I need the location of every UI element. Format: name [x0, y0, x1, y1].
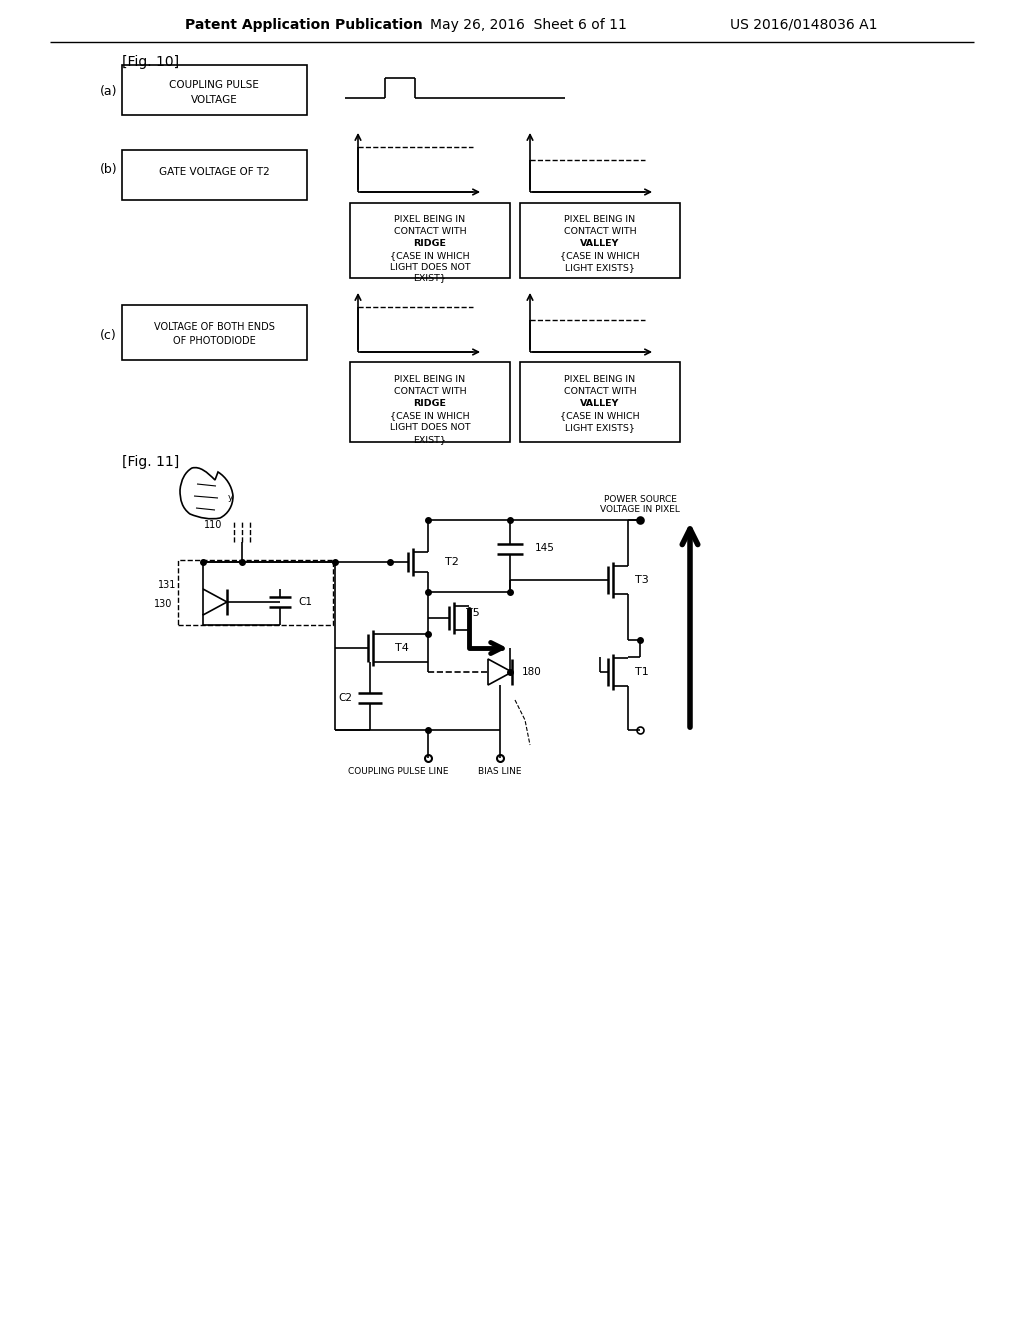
Text: PIXEL BEING IN: PIXEL BEING IN: [394, 375, 466, 384]
Text: VALLEY: VALLEY: [581, 239, 620, 248]
Text: {CASE IN WHICH: {CASE IN WHICH: [560, 252, 640, 260]
Text: T1: T1: [635, 667, 649, 677]
Text: T2: T2: [445, 557, 459, 568]
Text: [Fig. 10]: [Fig. 10]: [122, 55, 179, 69]
Text: VOLTAGE: VOLTAGE: [190, 95, 238, 106]
Text: {CASE IN WHICH: {CASE IN WHICH: [390, 252, 470, 260]
Text: C2: C2: [338, 693, 352, 704]
Text: T5: T5: [466, 609, 480, 618]
Text: 131: 131: [158, 579, 176, 590]
Text: OF PHOTODIODE: OF PHOTODIODE: [173, 337, 255, 346]
Text: LIGHT DOES NOT: LIGHT DOES NOT: [390, 264, 470, 272]
Text: 145: 145: [535, 543, 555, 553]
Text: C1: C1: [298, 597, 312, 607]
Text: PIXEL BEING IN: PIXEL BEING IN: [564, 375, 636, 384]
Bar: [350, 203, 510, 279]
Text: VOLTAGE IN PIXEL: VOLTAGE IN PIXEL: [600, 506, 680, 515]
Bar: [122, 305, 307, 360]
Text: POWER SOURCE: POWER SOURCE: [603, 495, 677, 504]
Bar: [350, 362, 510, 442]
Bar: [122, 150, 307, 201]
Text: VOLTAGE OF BOTH ENDS: VOLTAGE OF BOTH ENDS: [154, 322, 274, 333]
Text: {CASE IN WHICH: {CASE IN WHICH: [390, 412, 470, 421]
Text: LIGHT EXISTS}: LIGHT EXISTS}: [565, 424, 635, 433]
Text: Patent Application Publication: Patent Application Publication: [185, 18, 423, 32]
Text: CONTACT WITH: CONTACT WITH: [563, 227, 636, 236]
Text: y: y: [228, 494, 233, 503]
Text: T3: T3: [635, 576, 649, 585]
Text: RIDGE: RIDGE: [414, 400, 446, 408]
Text: 110: 110: [204, 520, 222, 531]
Text: VALLEY: VALLEY: [581, 400, 620, 408]
Bar: [520, 362, 680, 442]
Bar: [520, 203, 680, 279]
Text: CONTACT WITH: CONTACT WITH: [563, 388, 636, 396]
Text: 130: 130: [154, 599, 172, 609]
Text: CONTACT WITH: CONTACT WITH: [393, 227, 466, 236]
Text: EXIST}: EXIST}: [414, 273, 446, 282]
Text: May 26, 2016  Sheet 6 of 11: May 26, 2016 Sheet 6 of 11: [430, 18, 627, 32]
Text: COUPLING PULSE: COUPLING PULSE: [169, 81, 259, 90]
Text: COUPLING PULSE LINE: COUPLING PULSE LINE: [348, 767, 449, 776]
Text: PIXEL BEING IN: PIXEL BEING IN: [564, 215, 636, 224]
Text: [Fig. 11]: [Fig. 11]: [122, 455, 179, 469]
Text: GATE VOLTAGE OF T2: GATE VOLTAGE OF T2: [159, 168, 269, 177]
Text: (b): (b): [100, 164, 118, 177]
Text: {CASE IN WHICH: {CASE IN WHICH: [560, 412, 640, 421]
Bar: [122, 65, 307, 115]
Text: RIDGE: RIDGE: [414, 239, 446, 248]
Text: T4: T4: [395, 643, 409, 653]
Text: LIGHT DOES NOT: LIGHT DOES NOT: [390, 424, 470, 433]
Bar: [178, 560, 333, 624]
Text: BIAS LINE: BIAS LINE: [478, 767, 522, 776]
Text: PIXEL BEING IN: PIXEL BEING IN: [394, 215, 466, 224]
Text: EXIST}: EXIST}: [414, 436, 446, 445]
Text: 180: 180: [522, 667, 542, 677]
Text: (c): (c): [100, 329, 117, 342]
Text: LIGHT EXISTS}: LIGHT EXISTS}: [565, 264, 635, 272]
Text: US 2016/0148036 A1: US 2016/0148036 A1: [730, 18, 878, 32]
Text: CONTACT WITH: CONTACT WITH: [393, 388, 466, 396]
Text: (a): (a): [100, 86, 118, 99]
